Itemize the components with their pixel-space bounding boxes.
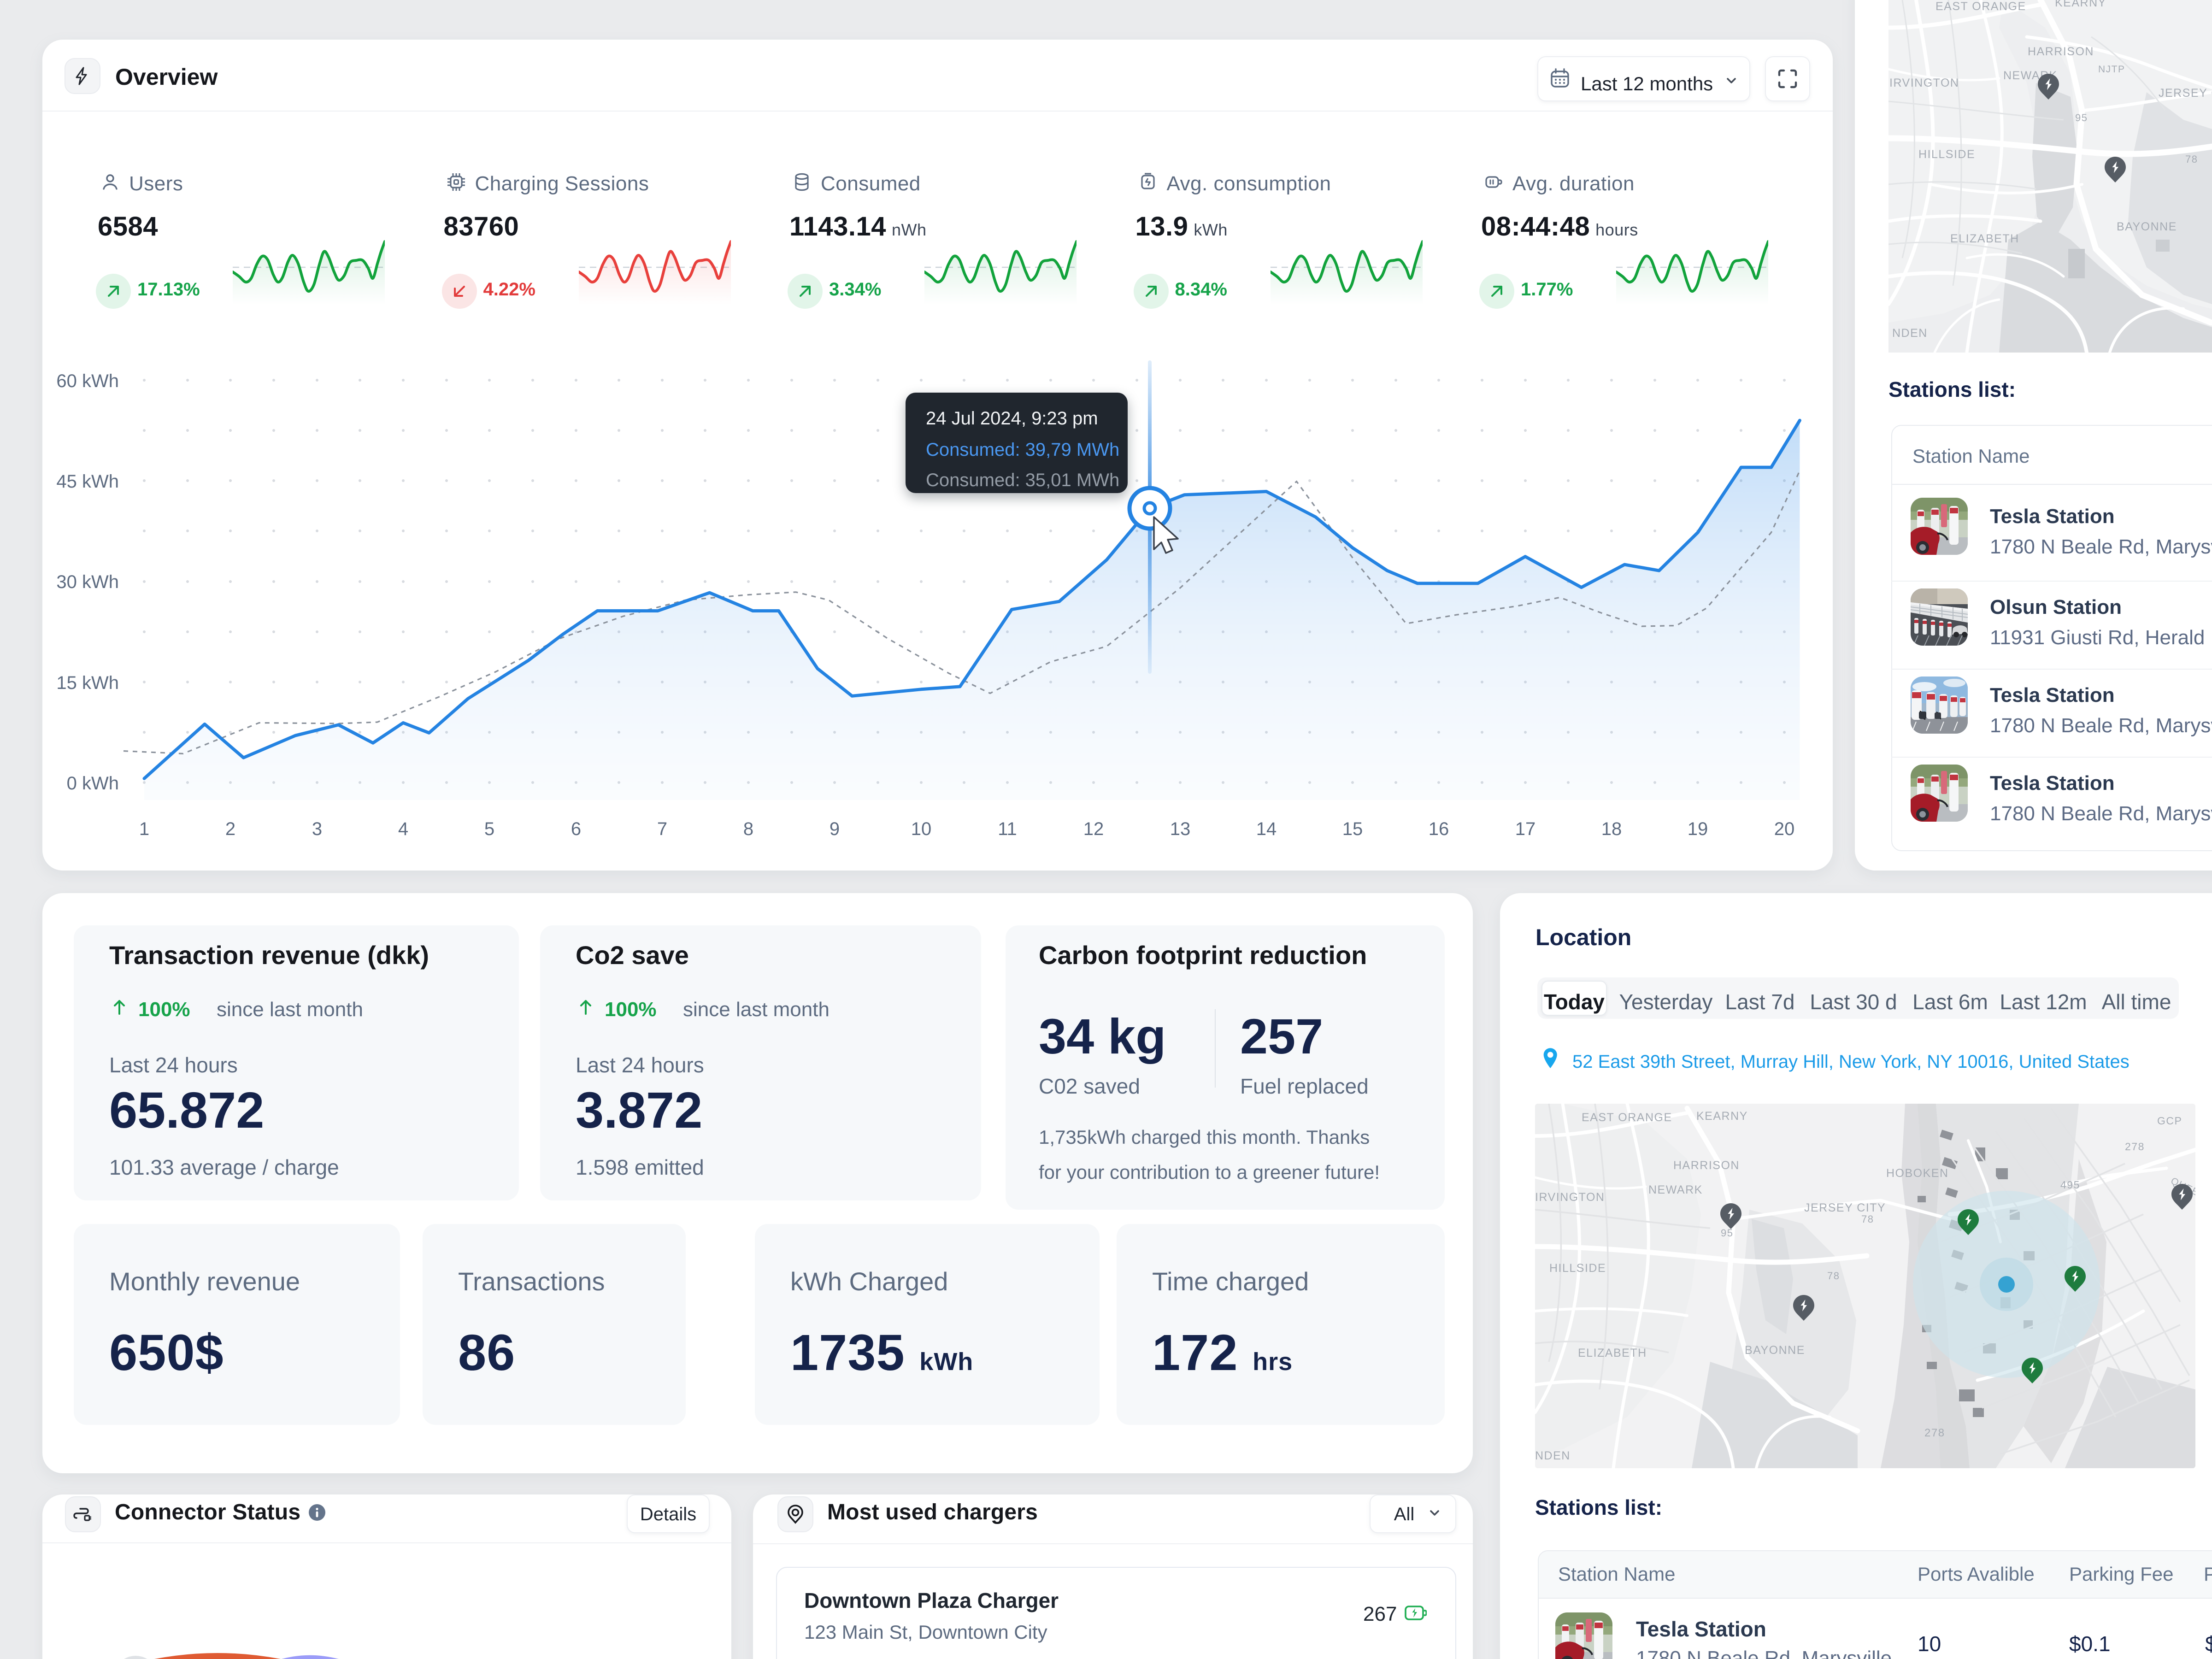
- svg-text:HARRISON: HARRISON: [1673, 1159, 1740, 1172]
- svg-text:EAST ORANGE: EAST ORANGE: [1936, 0, 2026, 13]
- svg-text:15 kWh: 15 kWh: [56, 673, 119, 693]
- svg-text:278: 278: [2125, 1141, 2145, 1153]
- svg-text:HILLSIDE: HILLSIDE: [1549, 1262, 1606, 1275]
- svg-text:EAST ORANGE: EAST ORANGE: [1582, 1111, 1672, 1124]
- svg-text:20: 20: [1774, 819, 1795, 839]
- svg-text:16: 16: [1429, 819, 1449, 839]
- svg-text:278: 278: [1924, 1427, 1945, 1439]
- svg-text:78: 78: [1861, 1213, 1874, 1225]
- svg-text:30 kWh: 30 kWh: [56, 572, 119, 592]
- svg-text:IRVINGTON: IRVINGTON: [1535, 1191, 1605, 1204]
- svg-text:95: 95: [1721, 1227, 1733, 1239]
- svg-text:0 kWh: 0 kWh: [67, 773, 119, 794]
- svg-text:3: 3: [312, 819, 322, 839]
- svg-text:10: 10: [911, 819, 932, 839]
- svg-text:JERSEY CITY: JERSEY CITY: [2159, 87, 2212, 100]
- svg-text:11: 11: [998, 819, 1017, 839]
- svg-text:6: 6: [571, 819, 581, 839]
- svg-text:KEARNY: KEARNY: [1696, 1110, 1748, 1123]
- svg-text:19: 19: [1688, 819, 1708, 839]
- svg-text:HILLSIDE: HILLSIDE: [1918, 148, 1975, 161]
- svg-text:95: 95: [2075, 112, 2088, 124]
- svg-text:JERSEY CITY: JERSEY CITY: [1804, 1201, 1886, 1214]
- svg-text:45 kWh: 45 kWh: [56, 471, 119, 492]
- svg-text:17: 17: [1515, 819, 1536, 839]
- svg-text:HARRISON: HARRISON: [2028, 45, 2094, 58]
- svg-text:NDEN: NDEN: [1535, 1449, 1571, 1462]
- svg-text:GCP: GCP: [2157, 1115, 2182, 1127]
- svg-text:HOBOKEN: HOBOKEN: [1886, 1167, 1949, 1180]
- svg-text:78: 78: [2185, 153, 2198, 165]
- svg-text:4: 4: [398, 819, 408, 839]
- svg-text:60 kWh: 60 kWh: [56, 371, 119, 391]
- svg-text:7: 7: [657, 819, 667, 839]
- svg-text:9: 9: [830, 819, 840, 839]
- svg-text:NJTP: NJTP: [2098, 64, 2125, 75]
- svg-text:NDEN: NDEN: [1892, 327, 1928, 340]
- svg-text:14: 14: [1256, 819, 1277, 839]
- svg-text:ELIZABETH: ELIZABETH: [1950, 232, 2019, 245]
- svg-text:IRVINGTON: IRVINGTON: [1889, 76, 1959, 89]
- svg-text:78: 78: [1827, 1270, 1840, 1282]
- svg-text:ELIZABETH: ELIZABETH: [1578, 1347, 1647, 1359]
- svg-text:8: 8: [743, 819, 753, 839]
- svg-text:18: 18: [1601, 819, 1622, 839]
- svg-text:13: 13: [1170, 819, 1191, 839]
- svg-text:1: 1: [139, 819, 149, 839]
- svg-text:NEWARK: NEWARK: [1648, 1183, 1703, 1196]
- svg-text:2: 2: [225, 819, 235, 839]
- svg-text:BAYONNE: BAYONNE: [1745, 1344, 1805, 1357]
- svg-text:15: 15: [1342, 819, 1363, 839]
- svg-text:495: 495: [2060, 1179, 2080, 1191]
- svg-text:5: 5: [484, 819, 494, 839]
- svg-text:KEARNY: KEARNY: [2055, 0, 2106, 9]
- svg-text:12: 12: [1083, 819, 1104, 839]
- svg-text:BAYONNE: BAYONNE: [2117, 220, 2177, 233]
